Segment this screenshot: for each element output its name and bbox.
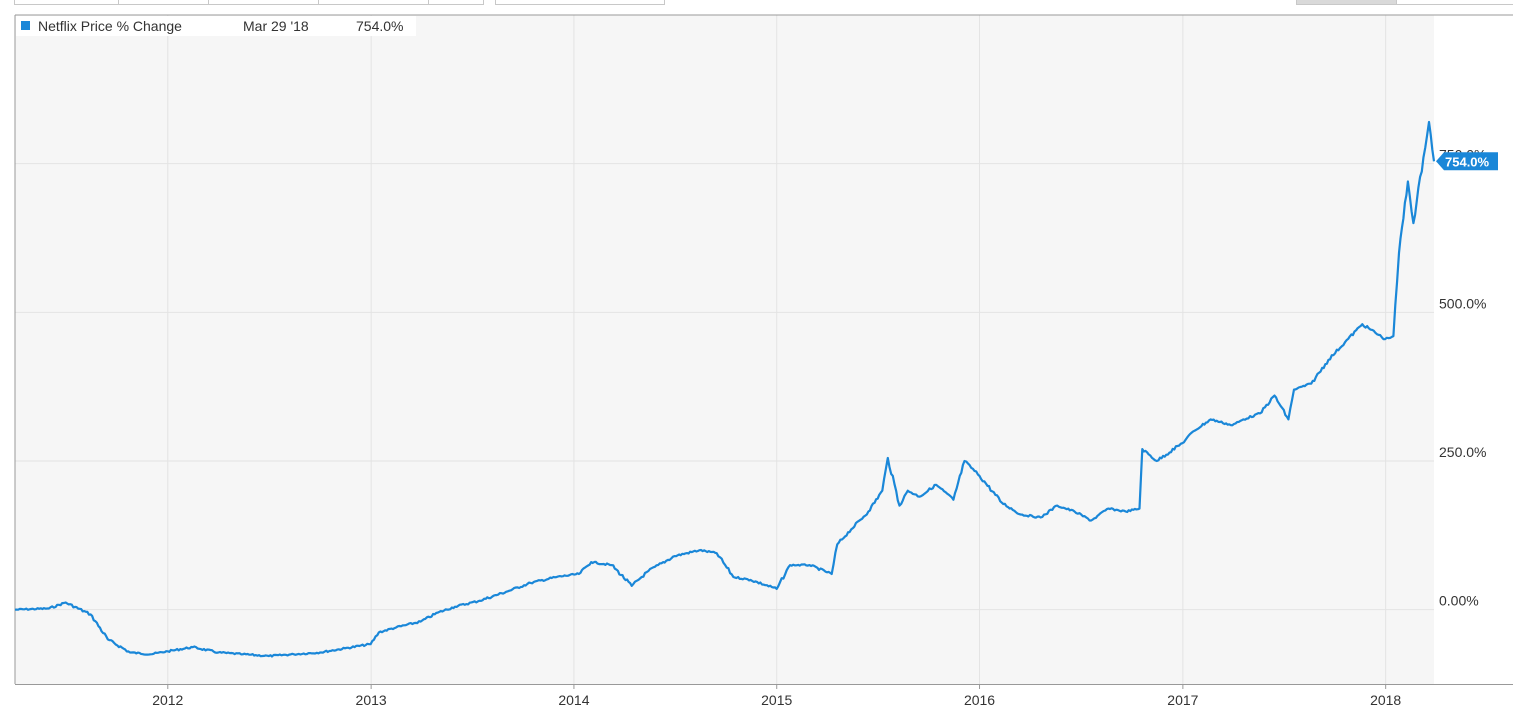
y-tick-label: 500.0% xyxy=(1439,295,1486,311)
legend-date: Mar 29 '18 xyxy=(243,18,309,34)
x-tick-label: 2016 xyxy=(964,692,995,708)
y-tick-label: 0.00% xyxy=(1439,593,1479,609)
last-value-text: 754.0% xyxy=(1445,154,1490,169)
x-tick-label: 2017 xyxy=(1167,692,1198,708)
x-tick-label: 2013 xyxy=(356,692,387,708)
y-axis-ticks: 0.00%250.0%500.0%750.0% xyxy=(1439,147,1486,609)
last-value-badge xyxy=(1436,152,1498,171)
grid xyxy=(15,15,1434,684)
x-axis-ticks: 2012 2013 2014 2015 2016 2017 2018 xyxy=(152,684,1401,708)
legend-series-name: Netflix Price % Change xyxy=(38,18,182,34)
legend-background xyxy=(16,16,416,36)
x-tick-label: 2018 xyxy=(1370,692,1401,708)
toolbar-button-8[interactable] xyxy=(1396,0,1513,5)
x-tick-label: 2012 xyxy=(152,692,183,708)
legend-value: 754.0% xyxy=(356,18,403,34)
x-tick-label: 2015 xyxy=(761,692,792,708)
series-line-netflix xyxy=(14,120,1436,658)
legend-swatch xyxy=(21,21,30,30)
toolbar-button-5[interactable] xyxy=(428,0,484,5)
y-tick-label: 250.0% xyxy=(1439,444,1486,460)
top-toolbar xyxy=(0,0,1513,6)
last-value-label: 754.0% xyxy=(1436,152,1498,171)
legend: Netflix Price % Change Mar 29 '18 754.0% xyxy=(16,16,416,36)
toolbar-button-6[interactable] xyxy=(495,0,665,5)
plot-area xyxy=(15,15,1434,684)
x-tick-label: 2014 xyxy=(558,692,589,708)
